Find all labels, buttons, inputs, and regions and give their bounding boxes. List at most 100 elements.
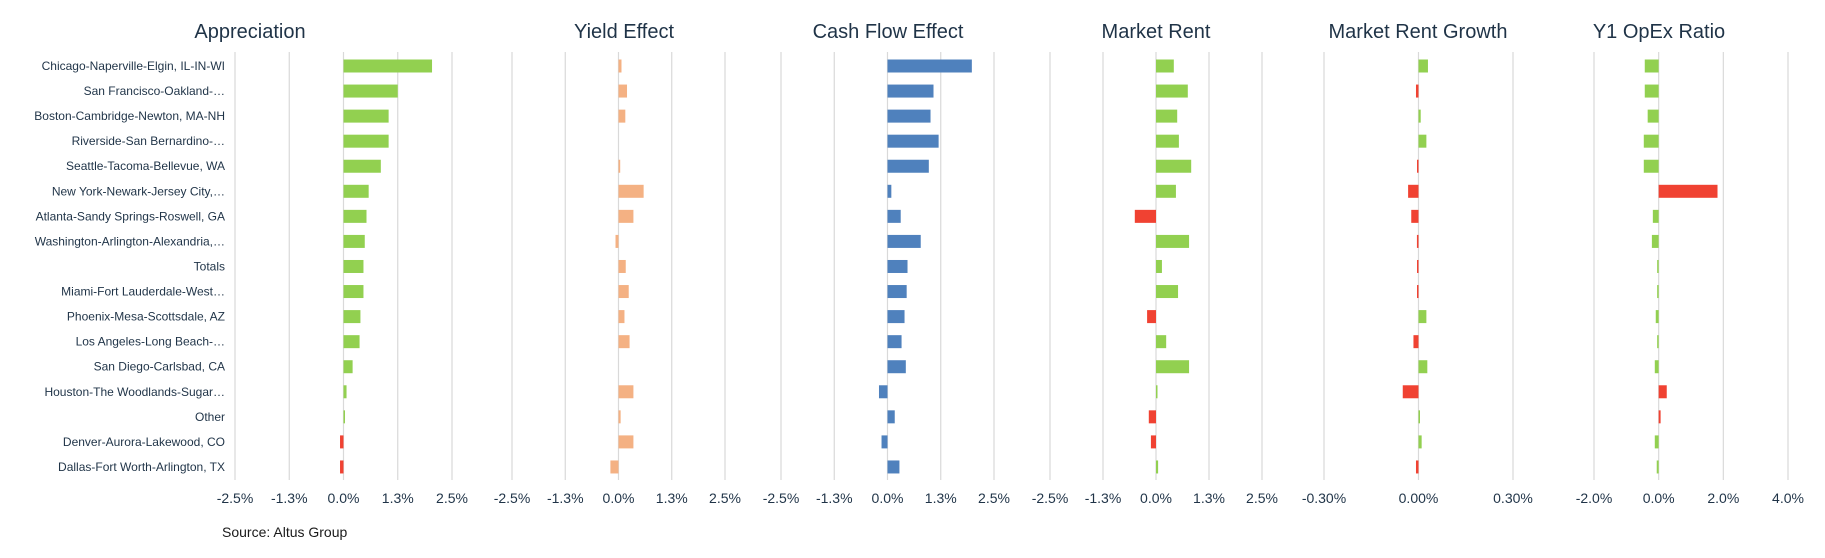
bar-denver-aurora-lakewood-co: [1654, 435, 1659, 449]
bar-san-diego-carlsbad-ca: [1418, 360, 1428, 374]
category-label: San Francisco-Oakland-…: [84, 84, 225, 98]
source-note: Source: Altus Group: [222, 524, 348, 540]
bar-new-york-newark-jersey-city: [887, 184, 892, 198]
bar-boston-cambridge-newton-ma-nh: [1647, 109, 1659, 123]
bar-washington-arlington-alexandria: [887, 234, 921, 248]
panel-title: Cash Flow Effect: [813, 21, 964, 43]
bar-san-diego-carlsbad-ca: [343, 360, 353, 374]
tick-label: 0.0%: [872, 490, 904, 506]
bar-houston-the-woodlands-sugar: [1156, 385, 1158, 399]
panel-appreciation: Appreciation -2.5% -1.3% 0.0% 1.3% 2.5%: [194, 21, 468, 506]
tick-label: 2.5%: [1246, 490, 1278, 506]
bar-miami-fort-lauderdale-west: [343, 285, 364, 299]
bar-san-diego-carlsbad-ca: [887, 360, 906, 374]
bar-new-york-newark-jersey-city: [1156, 184, 1176, 198]
bar-phoenix-mesa-scottsdale-az: [618, 310, 625, 324]
category-label: Boston-Cambridge-Newton, MA-NH: [34, 109, 225, 123]
bar-denver-aurora-lakewood-co: [881, 435, 888, 449]
bar-boston-cambridge-newton-ma-nh: [343, 109, 389, 123]
panel-title: Appreciation: [194, 21, 305, 43]
panel-yield-effect: Yield Effect -2.5% -1.3% 0.0% 1.3% 2.5%: [494, 21, 741, 506]
bar-phoenix-mesa-scottsdale-az: [1418, 310, 1427, 324]
bar-denver-aurora-lakewood-co: [1150, 435, 1156, 449]
bar-other: [1658, 410, 1661, 424]
bar-new-york-newark-jersey-city: [1658, 184, 1718, 198]
category-label: Riverside-San Bernardino-…: [72, 134, 225, 148]
bar-houston-the-woodlands-sugar: [1658, 385, 1667, 399]
tick-label: 2.5%: [436, 490, 468, 506]
bar-riverside-san-bernardino: [1643, 134, 1659, 148]
bar-denver-aurora-lakewood-co: [340, 435, 344, 449]
category-label: Washington-Arlington-Alexandria,…: [35, 234, 225, 248]
bar-san-francisco-oakland: [1415, 84, 1419, 98]
bar-chicago-naperville-elgin-il-in-wi: [618, 59, 622, 73]
bar-los-angeles-long-beach: [343, 335, 360, 349]
bar-los-angeles-long-beach: [1413, 335, 1419, 349]
bar-san-francisco-oakland: [1156, 84, 1188, 98]
panel-y1-opex-ratio: Y1 OpEx Ratio -2.0% 0.0% 2.0% 4.0%: [1576, 21, 1804, 506]
bar-houston-the-woodlands-sugar: [618, 385, 634, 399]
bar-washington-arlington-alexandria: [1156, 234, 1190, 248]
tick-label: -2.5%: [217, 490, 254, 506]
bar-miami-fort-lauderdale-west: [1417, 285, 1419, 299]
bar-riverside-san-bernardino: [1156, 134, 1179, 148]
bar-chicago-naperville-elgin-il-in-wi: [1644, 59, 1659, 73]
category-label: Denver-Aurora-Lakewood, CO: [63, 435, 225, 449]
bar-dallas-fort-worth-arlington-tx: [1656, 460, 1659, 474]
category-label: San Diego-Carlsbad, CA: [94, 360, 225, 374]
bar-seattle-tacoma-bellevue-wa: [1417, 159, 1419, 173]
bar-riverside-san-bernardino: [887, 134, 939, 148]
tick-label: -2.5%: [763, 490, 800, 506]
bar-atlanta-sandy-springs-roswell-ga: [343, 209, 367, 223]
category-label: Seattle-Tacoma-Bellevue, WA: [66, 159, 225, 173]
bar-new-york-newark-jersey-city: [343, 184, 369, 198]
tick-label: -1.3%: [547, 490, 584, 506]
bar-washington-arlington-alexandria: [343, 234, 365, 248]
chart-panels: Appreciation -2.5% -1.3% 0.0% 1.3% 2.5% Yield …: [194, 21, 1804, 506]
bar-miami-fort-lauderdale-west: [1156, 285, 1179, 299]
bar-totals: [1156, 259, 1162, 273]
bar-other: [343, 410, 345, 424]
tick-label: -1.3%: [1085, 490, 1122, 506]
tick-label: -1.3%: [816, 490, 853, 506]
tick-label: 0.0%: [1140, 490, 1172, 506]
category-label: Atlanta-Sandy Springs-Roswell, GA: [36, 209, 225, 223]
tick-label: 2.0%: [1707, 490, 1739, 506]
bar-miami-fort-lauderdale-west: [618, 285, 629, 299]
bar-seattle-tacoma-bellevue-wa: [343, 159, 381, 173]
bar-miami-fort-lauderdale-west: [887, 285, 907, 299]
tick-label: -1.3%: [271, 490, 308, 506]
panel-cash-flow-effect: Cash Flow Effect -2.5% -1.3% 0.0% 1.3% 2.5%: [763, 21, 1010, 506]
bar-totals: [1657, 259, 1659, 273]
bar-phoenix-mesa-scottsdale-az: [1655, 310, 1659, 324]
bar-los-angeles-long-beach: [1657, 335, 1659, 349]
panel-title: Market Rent Growth: [1329, 21, 1508, 43]
bar-houston-the-woodlands-sugar: [878, 385, 888, 399]
tick-label: 0.0%: [328, 490, 360, 506]
bar-totals: [618, 259, 626, 273]
tick-label: -2.5%: [1032, 490, 1069, 506]
bar-new-york-newark-jersey-city: [1408, 184, 1419, 198]
bar-other: [618, 410, 621, 424]
bar-boston-cambridge-newton-ma-nh: [618, 109, 626, 123]
tick-label: 1.3%: [925, 490, 957, 506]
bar-atlanta-sandy-springs-roswell-ga: [618, 209, 634, 223]
bar-dallas-fort-worth-arlington-tx: [1415, 460, 1419, 474]
tick-label: 2.5%: [978, 490, 1010, 506]
bar-san-francisco-oakland: [343, 84, 398, 98]
tick-label: 0.0%: [1643, 490, 1675, 506]
bar-atlanta-sandy-springs-roswell-ga: [887, 209, 901, 223]
bar-phoenix-mesa-scottsdale-az: [887, 310, 905, 324]
bar-phoenix-mesa-scottsdale-az: [1147, 310, 1156, 324]
tick-label: 1.3%: [382, 490, 414, 506]
bar-totals: [343, 259, 364, 273]
category-label: New York-Newark-Jersey City,…: [52, 184, 225, 198]
bar-new-york-newark-jersey-city: [618, 184, 644, 198]
category-label: Houston-The Woodlands-Sugar…: [44, 385, 225, 399]
panel-market-rent: Market Rent -2.5% -1.3% 0.0% 1.3% 2.5%: [1032, 21, 1278, 506]
bar-dallas-fort-worth-arlington-tx: [887, 460, 900, 474]
tick-label: 1.3%: [1193, 490, 1225, 506]
bar-miami-fort-lauderdale-west: [1657, 285, 1659, 299]
bar-washington-arlington-alexandria: [615, 234, 619, 248]
bar-atlanta-sandy-springs-roswell-ga: [1411, 209, 1419, 223]
